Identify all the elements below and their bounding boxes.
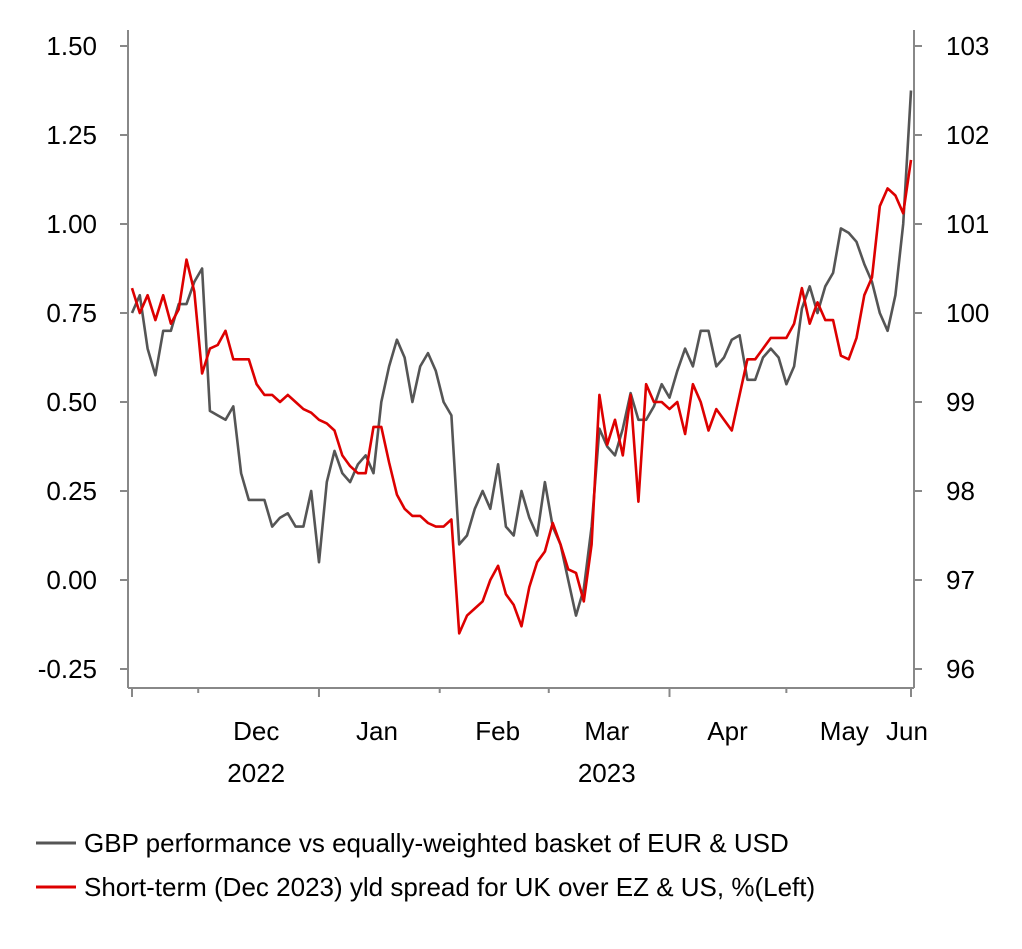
y-right-tick-label: 101: [946, 209, 989, 239]
y-left-tick-label: -0.25: [38, 654, 97, 684]
x-month-label: Dec: [233, 716, 279, 746]
y-right-tick-label: 99: [946, 387, 975, 417]
axes: 1.50 1.25 1.00 0.75 0.50 0.25 0.00 -0.25 103 102 1…: [38, 30, 989, 788]
x-month-label: Jun: [886, 716, 928, 746]
y-right-tick-label: 102: [946, 120, 989, 150]
legend: GBP performance vs equally-weighted bask…: [36, 828, 815, 902]
x-month-label: May: [820, 716, 869, 746]
y-right-tick-label: 96: [946, 654, 975, 684]
y-left-tick-label: 1.00: [46, 209, 97, 239]
series-line-1: [130, 159, 913, 635]
x-month-label: Apr: [707, 716, 748, 746]
y-left-tick-label: 1.25: [46, 120, 97, 150]
y-left-tick-label: 0.25: [46, 476, 97, 506]
x-month-label: Jan: [356, 716, 398, 746]
y-left-tick-label: 0.75: [46, 298, 97, 328]
y-left-tick-label: 0.00: [46, 565, 97, 595]
x-year-label: 2023: [578, 758, 636, 788]
x-year-label: 2022: [227, 758, 285, 788]
series-lines: [130, 90, 913, 635]
y-right-tick-label: 100: [946, 298, 989, 328]
x-month-label: Feb: [475, 716, 520, 746]
legend-label-1: Short-term (Dec 2023) yld spread for UK …: [84, 872, 815, 902]
y-right-tick-label: 103: [946, 31, 989, 61]
y-right-tick-label: 97: [946, 565, 975, 595]
legend-label-0: GBP performance vs equally-weighted bask…: [84, 828, 789, 858]
x-month-label: Mar: [584, 716, 629, 746]
y-right-tick-label: 98: [946, 476, 975, 506]
y-left-tick-label: 1.50: [46, 31, 97, 61]
series-line-0: [130, 90, 913, 617]
y-left-tick-label: 0.50: [46, 387, 97, 417]
